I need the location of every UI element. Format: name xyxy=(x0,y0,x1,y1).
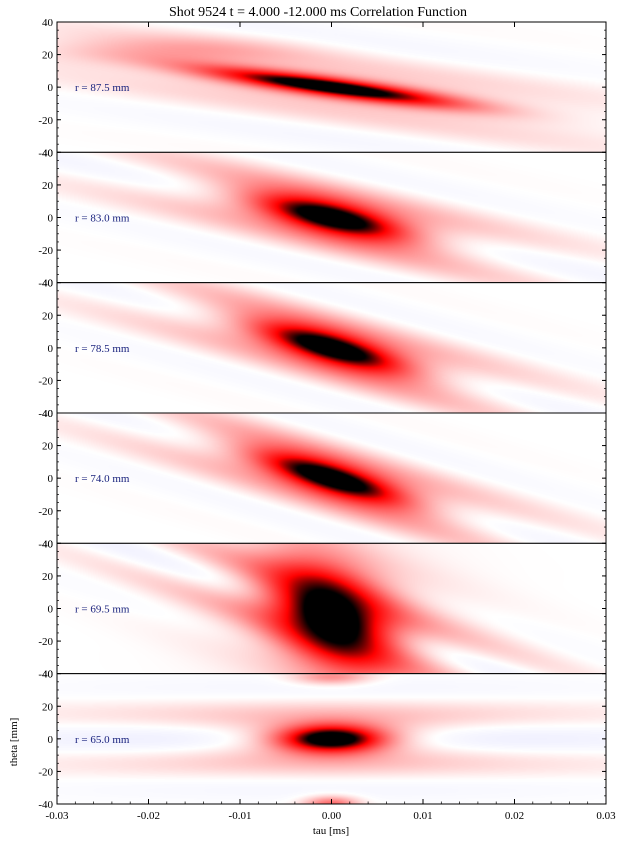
y-tick-label: -20 xyxy=(38,636,53,648)
panel-label: r = 87.5 mm xyxy=(75,82,130,94)
y-tick-label: 40 xyxy=(42,538,54,550)
y-tick-label: -20 xyxy=(38,375,53,387)
y-tick-label: 40 xyxy=(42,17,54,29)
y-tick-label: 0 xyxy=(48,604,54,616)
panel-3: 40 20 0 -20 -40 r = 78.5 mm xyxy=(38,278,607,420)
panel-6: 40 20 0 -20 -40 r = 65.0 mm xyxy=(38,669,607,811)
panel-2: 40 20 0 -20 -40 r = 83.0 mm xyxy=(38,147,607,290)
y-tick-label: 0 xyxy=(48,343,54,355)
y-tick-label: -20 xyxy=(38,245,53,257)
heatmap-image xyxy=(57,413,606,544)
heatmap-image xyxy=(57,152,606,283)
panel-label: r = 69.5 mm xyxy=(75,604,130,616)
y-tick-label: 20 xyxy=(42,50,54,62)
y-tick-label: -40 xyxy=(38,408,53,420)
x-tick-label: 0.00 xyxy=(322,810,342,822)
heatmap-image xyxy=(57,543,606,674)
y-tick-label: 40 xyxy=(42,278,54,290)
panel-label: r = 83.0 mm xyxy=(75,213,130,225)
panel-label: r = 74.0 mm xyxy=(75,473,130,485)
x-axis: -0.03 -0.02 -0.01 0.00 0.01 0.02 0.03 xyxy=(46,22,616,822)
chart-title: Shot 9524 t = 4.000 -12.000 ms Correlati… xyxy=(169,5,467,20)
y-tick-label: -20 xyxy=(38,115,53,127)
heatmap-image xyxy=(57,673,606,804)
y-tick-label: 20 xyxy=(42,310,54,322)
y-axis-label: theta [mm] xyxy=(8,718,20,767)
panels-group: 40 20 0 -20 -40 r = 87.5 mm 40 20 0 -20 -40 r = 83.… xyxy=(38,17,607,811)
panel-4: 40 20 0 -20 -40 r = 74.0 mm xyxy=(38,408,607,550)
y-tick-label: 40 xyxy=(42,408,54,420)
y-tick-label: 20 xyxy=(42,441,54,453)
y-tick-label: -20 xyxy=(38,506,53,518)
y-tick-label: 0 xyxy=(48,82,54,94)
y-tick-label: 20 xyxy=(42,180,54,192)
y-tick-label: -40 xyxy=(38,669,53,681)
heatmap-image xyxy=(57,22,606,153)
y-tick-label: -40 xyxy=(38,147,53,159)
y-tick-label: 40 xyxy=(42,669,54,681)
x-tick-label: -0.03 xyxy=(46,810,69,822)
heatmap-image xyxy=(57,282,606,413)
y-tick-label: -40 xyxy=(38,278,53,290)
y-tick-label: 0 xyxy=(48,473,54,485)
panel-label: r = 65.0 mm xyxy=(75,734,130,746)
x-tick-label: 0.01 xyxy=(413,810,432,822)
panel-5: 40 20 0 -20 -40 r = 69.5 mm xyxy=(38,538,607,681)
x-tick-label: -0.01 xyxy=(229,810,252,822)
panel-label: r = 78.5 mm xyxy=(75,343,130,355)
y-tick-label: 0 xyxy=(48,213,54,225)
y-tick-label: -20 xyxy=(38,766,53,778)
y-tick-label: 40 xyxy=(42,147,54,159)
y-tick-label: -40 xyxy=(38,538,53,550)
panel-1: 40 20 0 -20 -40 r = 87.5 mm xyxy=(38,17,607,159)
x-tick-label: 0.03 xyxy=(596,810,616,822)
y-tick-label: 20 xyxy=(42,571,54,583)
x-tick-label: -0.02 xyxy=(137,810,160,822)
x-axis-label: tau [ms] xyxy=(313,825,349,837)
y-tick-label: 0 xyxy=(48,734,54,746)
x-tick-label: 0.02 xyxy=(505,810,524,822)
y-tick-label: -40 xyxy=(38,799,53,811)
y-tick-label: 20 xyxy=(42,701,54,713)
